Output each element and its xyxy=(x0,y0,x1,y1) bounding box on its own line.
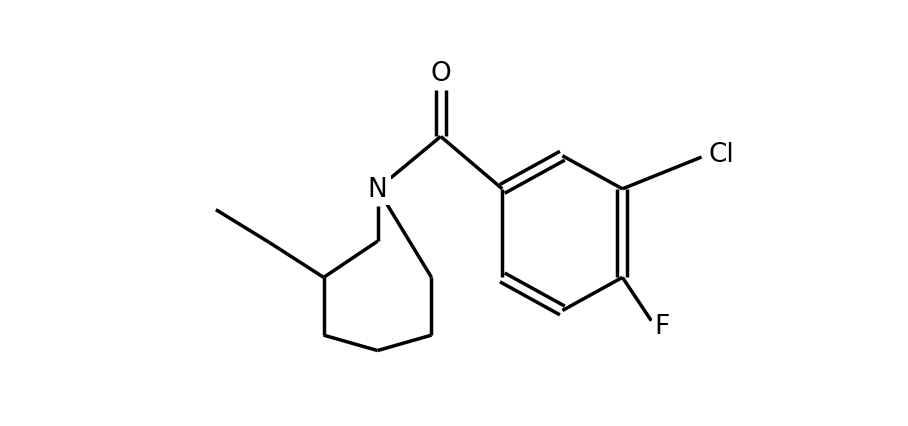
Text: O: O xyxy=(430,61,451,87)
Text: Cl: Cl xyxy=(708,142,735,168)
Text: F: F xyxy=(655,313,670,339)
Text: N: N xyxy=(368,176,388,202)
